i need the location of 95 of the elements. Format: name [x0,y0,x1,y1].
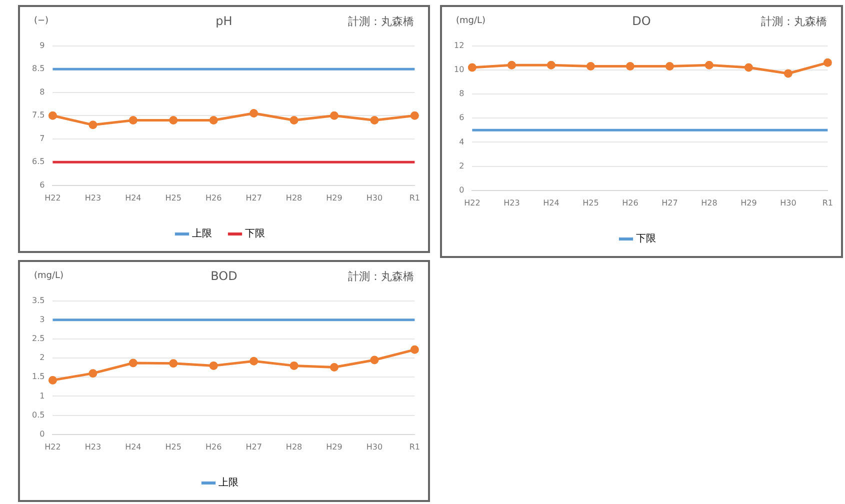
point [823,58,832,67]
chart-subtitle: 計測：丸森橋 [348,269,414,284]
point [507,60,516,70]
x-tick-label: H29 [326,193,342,202]
point [88,369,98,378]
x-tick-label: H26 [205,193,222,202]
y-tick-label: 6 [459,113,464,122]
point [128,358,138,368]
point [330,362,338,372]
x-tick-label: H26 [622,198,638,208]
point [48,376,57,384]
point [48,111,57,120]
point [88,120,98,130]
point [209,361,218,370]
chart-title: BOD [210,269,238,283]
x-tick-label: H27 [662,198,678,208]
y-tick-label: 1 [40,391,45,400]
chart-title: DO [632,14,651,28]
x-tick-label: H26 [205,442,222,452]
point [586,62,595,71]
x-tick-label: H27 [246,442,262,452]
x-tick-label: H30 [780,198,796,208]
point [169,359,178,368]
x-tick-label: H28 [286,442,302,452]
point [704,60,714,70]
x-tick-label: H29 [740,198,757,208]
x-tick-label: H24 [125,442,142,452]
point [370,356,379,364]
point [169,116,178,125]
y-tick-label: 8.5 [32,64,45,74]
point [290,116,298,125]
y-tick-label: 9 [40,40,45,50]
y-tick-label: 3 [40,314,45,324]
legend-label: 下限 [245,228,265,240]
point [250,109,258,118]
point [784,69,792,78]
y-tick-label: 3.5 [32,296,45,305]
y-tick-label: 1.5 [32,372,45,382]
y-tick-label: 0.5 [32,410,45,420]
point [468,63,476,72]
point [410,111,419,120]
x-tick-label: H22 [464,198,480,208]
x-tick-label: H23 [84,442,102,452]
y-tick-label: 0 [459,185,464,194]
point [546,60,556,70]
point [665,62,674,71]
y-tick-label: 12 [454,40,464,50]
y-tick-label: 7 [40,134,45,143]
y-tick-label: 4 [459,137,464,146]
legend-label: 上限 [192,228,212,240]
x-tick-label: H23 [84,193,102,202]
x-tick-label: H27 [246,193,262,202]
x-tick-label: H30 [366,442,383,452]
point [250,356,258,366]
point [330,111,338,120]
chart-subtitle: 計測：丸森橋 [348,14,414,29]
x-tick-label: H22 [44,193,61,202]
x-tick-label: H28 [286,193,302,202]
point [290,361,298,370]
x-tick-label: H23 [504,198,520,208]
y-axis-title: (mg/L) [456,16,486,26]
x-tick-label: H25 [165,442,182,452]
y-tick-label: 8 [40,87,45,96]
x-tick-label: H24 [543,198,560,208]
x-tick-label: R1 [409,193,420,202]
y-tick-label: 7.5 [32,110,45,120]
x-tick-label: H25 [582,198,599,208]
point [209,116,218,125]
x-tick-label: H25 [165,193,182,202]
chart-title: pH [216,14,232,28]
point [626,62,634,71]
x-tick-label: R1 [822,198,834,208]
y-tick-label: 2.5 [32,334,45,344]
chart-subtitle: 計測：丸森橋 [761,14,827,29]
point [370,116,379,125]
x-tick-label: H22 [44,442,61,452]
y-axis-title: (mg/L) [34,271,64,281]
x-tick-label: H29 [326,442,342,452]
point [744,63,753,72]
x-tick-label: H24 [125,193,142,202]
x-tick-label: H28 [701,198,718,208]
y-tick-label: 2 [459,161,464,170]
y-tick-label: 6 [40,180,45,190]
point [128,116,138,125]
y-tick-label: 10 [454,64,464,74]
y-axis-title: (−) [34,16,49,26]
y-tick-label: 8 [459,89,464,98]
legend-label: 下限 [636,234,656,245]
legend-label: 上限 [218,476,238,489]
y-tick-label: 6.5 [32,157,45,166]
x-tick-label: H30 [366,193,383,202]
y-tick-label: 0 [40,429,45,438]
point [410,345,419,354]
x-tick-label: R1 [409,442,420,452]
y-tick-label: 2 [40,353,45,362]
